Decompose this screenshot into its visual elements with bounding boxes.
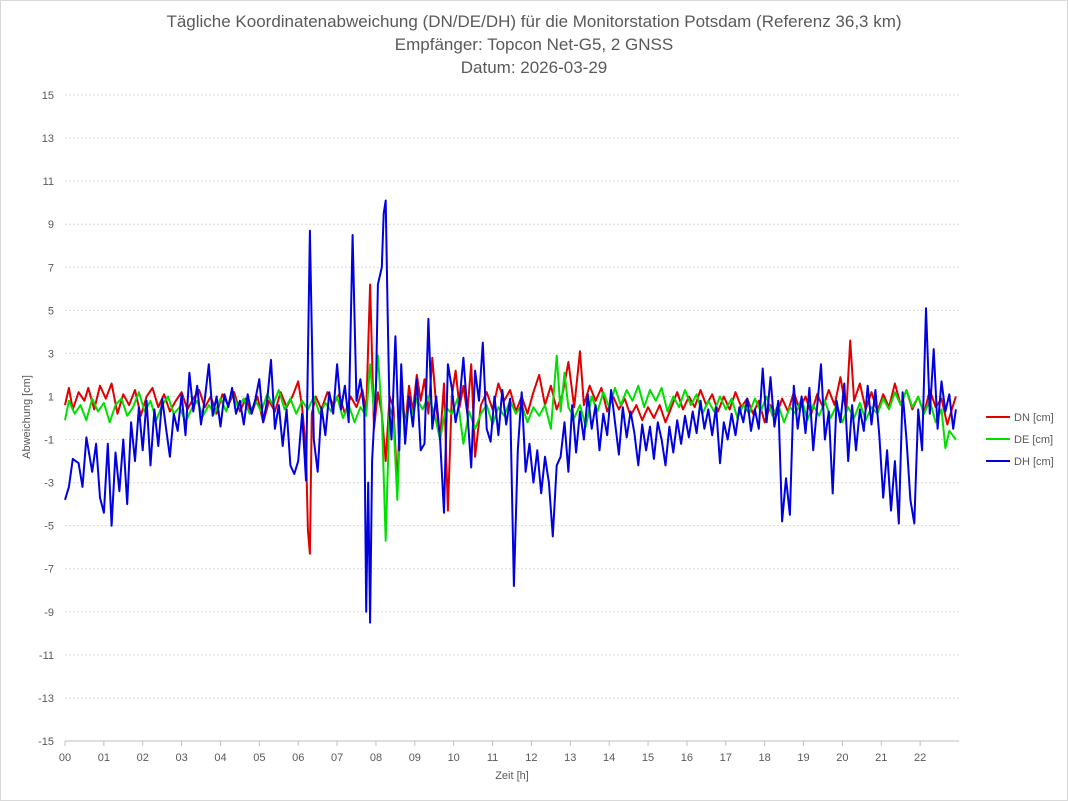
legend-label-dn: DN [cm] xyxy=(1014,412,1054,424)
y-tick-label: -5 xyxy=(44,521,54,533)
grid-lines xyxy=(65,94,959,742)
x-tick-label: 07 xyxy=(331,752,343,764)
x-tick-label: 20 xyxy=(836,752,848,764)
y-tick-labels: 15 13 11 9 7 5 3 1 -1 -3 -5 -7 -9 -11 -13 -15 xyxy=(38,90,54,748)
y-tick-label: -13 xyxy=(38,693,54,705)
x-tick-label: 01 xyxy=(98,752,110,764)
y-tick-label: 9 xyxy=(48,219,54,231)
legend-label-dh: DH [cm] xyxy=(1014,456,1054,468)
x-tick-label: 09 xyxy=(409,752,421,764)
y-tick-label: 15 xyxy=(42,90,54,102)
x-tick-label: 00 xyxy=(59,752,71,764)
y-tick-label: 1 xyxy=(48,391,54,403)
y-tick-label: 7 xyxy=(48,262,54,274)
x-tick-label: 08 xyxy=(370,752,382,764)
x-tick-label: 12 xyxy=(525,752,537,764)
x-tick-label: 15 xyxy=(642,752,654,764)
y-tick-label: 13 xyxy=(42,133,54,145)
x-tick-label: 19 xyxy=(797,752,809,764)
x-tick-label: 03 xyxy=(175,752,187,764)
x-tick-label: 18 xyxy=(759,752,771,764)
x-tick-label: 16 xyxy=(681,752,693,764)
y-tick-label: -11 xyxy=(39,650,54,662)
legend: DN [cm] DE [cm] DH [cm] xyxy=(986,412,1054,468)
chart-date: Datum: 2026-03-29 xyxy=(460,58,608,77)
x-tick-label: 10 xyxy=(448,752,460,764)
y-tick-label: -15 xyxy=(38,736,54,748)
chart-title: Tägliche Koordinatenabweichung (DN/DE/DH… xyxy=(166,12,902,31)
legend-label-de: DE [cm] xyxy=(1014,434,1053,446)
y-tick-label: -7 xyxy=(44,564,54,576)
x-tick-label: 04 xyxy=(214,752,226,764)
x-tick-label: 13 xyxy=(564,752,576,764)
x-tick-label: 02 xyxy=(137,752,149,764)
y-axis-label: Abweichung [cm] xyxy=(21,375,33,459)
x-tick-labels: 00 01 02 03 04 05 06 07 08 09 10 11 12 13 14 15 16 17 18 19… xyxy=(59,741,926,764)
x-tick-label: 05 xyxy=(253,752,265,764)
x-tick-label: 17 xyxy=(720,752,732,764)
x-tick-label: 14 xyxy=(603,752,615,764)
y-tick-label: 11 xyxy=(43,176,54,188)
series-lines xyxy=(64,199,957,624)
y-tick-label: -9 xyxy=(44,607,54,619)
x-tick-label: 22 xyxy=(914,752,926,764)
chart-subtitle: Empfänger: Topcon Net-G5, 2 GNSS xyxy=(394,35,674,54)
series-line-dh xyxy=(64,199,957,624)
x-tick-label: 11 xyxy=(487,752,498,764)
y-tick-label: 3 xyxy=(48,348,54,360)
x-axis-label: Zeit [h] xyxy=(495,770,529,782)
y-tick-label: -3 xyxy=(44,478,54,490)
x-tick-label: 21 xyxy=(875,752,887,764)
y-tick-label: 5 xyxy=(48,305,54,317)
y-tick-label: -1 xyxy=(44,435,54,447)
x-tick-label: 06 xyxy=(292,752,304,764)
